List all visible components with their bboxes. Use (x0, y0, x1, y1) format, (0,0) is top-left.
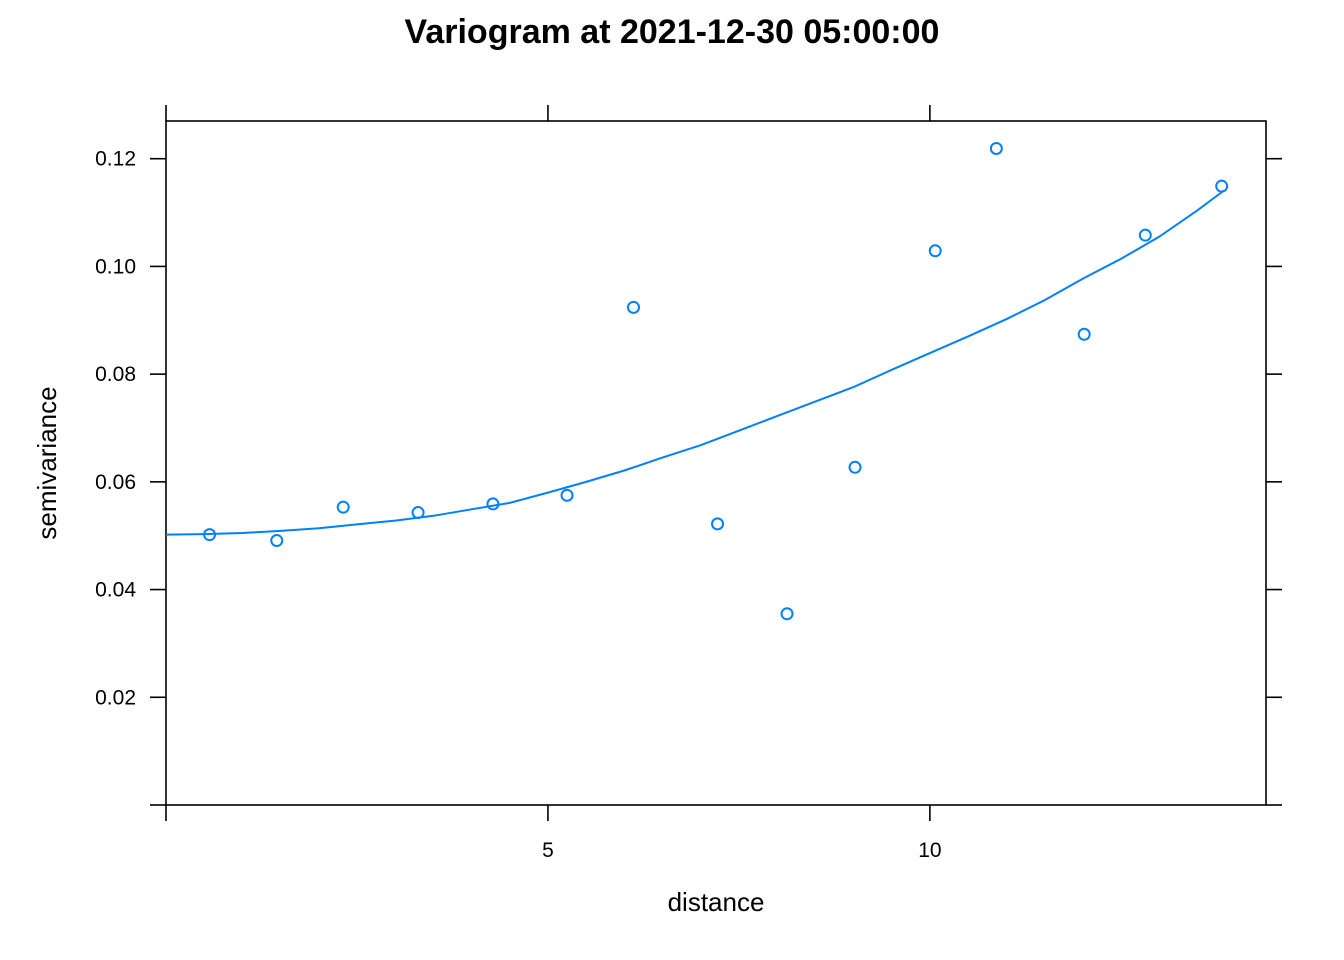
data-point (560, 488, 574, 502)
y-tick-label: 0.02 (95, 686, 136, 709)
x-tick-label: 10 (918, 839, 941, 862)
y-tick-label: 0.10 (95, 255, 136, 278)
y-axis-label: semivariance (32, 386, 62, 539)
chart-title: Variogram at 2021-12-30 05:00:00 (405, 13, 940, 51)
data-point (270, 534, 284, 548)
x-axis: 5 10 (165, 105, 942, 862)
data-point (336, 500, 350, 514)
data-point (1138, 228, 1152, 242)
data-point (411, 506, 425, 520)
data-point (1215, 179, 1229, 193)
empirical-variogram-points (203, 141, 1229, 621)
data-point (780, 607, 794, 621)
x-tick-label: 5 (542, 839, 554, 862)
y-axis: 0.02 0.04 0.06 0.08 0.10 0.12 (95, 148, 1282, 806)
fitted-variogram-line (165, 189, 1225, 536)
y-tick-label: 0.08 (95, 363, 136, 386)
data-point (486, 497, 500, 511)
y-tick-label: 0.04 (95, 579, 136, 602)
data-point (1077, 327, 1091, 341)
data-point (928, 244, 942, 258)
data-point (711, 517, 725, 531)
data-point (848, 460, 862, 474)
data-point (203, 528, 217, 542)
y-tick-label: 0.06 (95, 471, 136, 494)
plot-frame (165, 120, 1267, 806)
data-point (627, 300, 640, 314)
y-tick-label: 0.12 (95, 148, 136, 171)
x-axis-label: distance (668, 887, 765, 917)
data-point (989, 141, 1003, 155)
